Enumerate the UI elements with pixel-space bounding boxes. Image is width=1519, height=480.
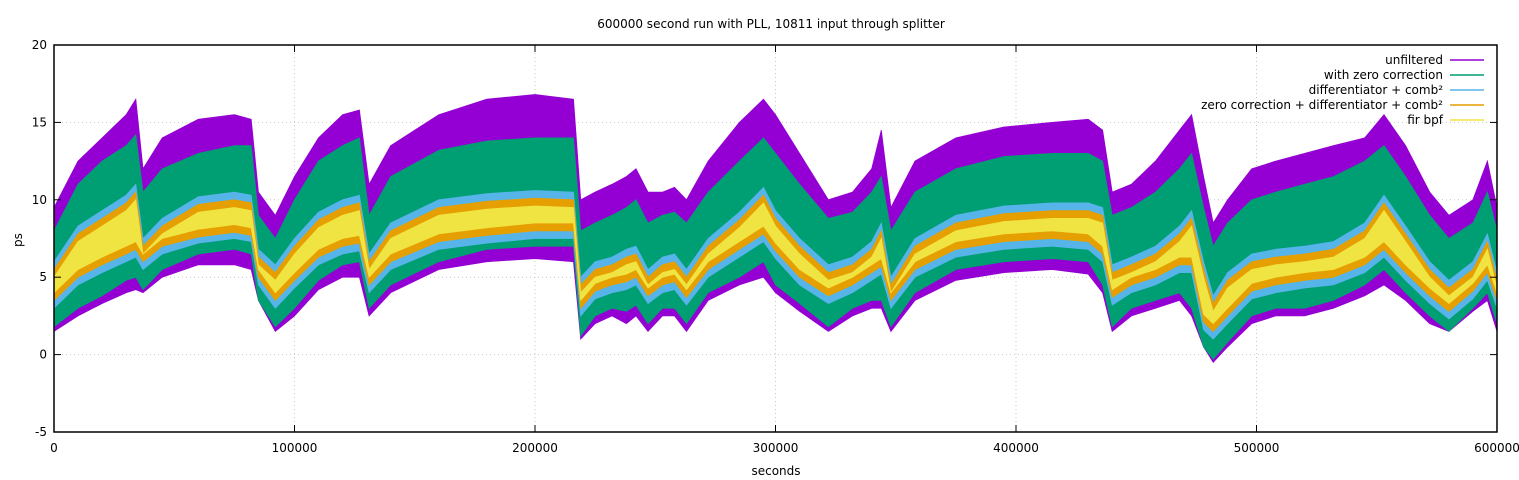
x-tick-label: 300000 <box>753 441 799 455</box>
x-tick-label: 500000 <box>1234 441 1280 455</box>
y-tick-label: -5 <box>35 425 47 439</box>
legend-label-1: unfiltered <box>1385 53 1443 67</box>
legend-label-3: differentiator + comb² <box>1309 83 1444 97</box>
y-axis-label: ps <box>11 233 25 247</box>
legend-label-5: fir bpf <box>1407 113 1444 127</box>
x-tick-label: 400000 <box>993 441 1039 455</box>
axis-ticks: 0 100000 200000 300000 400000 500000 600000-50… <box>32 38 1519 455</box>
y-tick-label: 15 <box>32 115 47 129</box>
x-tick-label: 200000 <box>512 441 558 455</box>
y-tick-label: 5 <box>39 270 47 284</box>
y-tick-label: 0 <box>39 348 47 362</box>
x-axis-label: seconds <box>751 464 800 478</box>
x-tick-label: 600000 <box>1474 441 1519 455</box>
legend-label-4: zero correction + differentiator + comb² <box>1201 98 1443 112</box>
x-tick-label: 100000 <box>272 441 318 455</box>
legend-label-2: with zero correction <box>1324 68 1443 82</box>
series-layer <box>53 94 1498 363</box>
chart-title: 600000 second run with PLL, 10811 input … <box>597 17 945 31</box>
y-tick-label: 20 <box>32 38 47 52</box>
y-tick-label: 10 <box>32 193 47 207</box>
x-tick-label: 0 <box>50 441 58 455</box>
